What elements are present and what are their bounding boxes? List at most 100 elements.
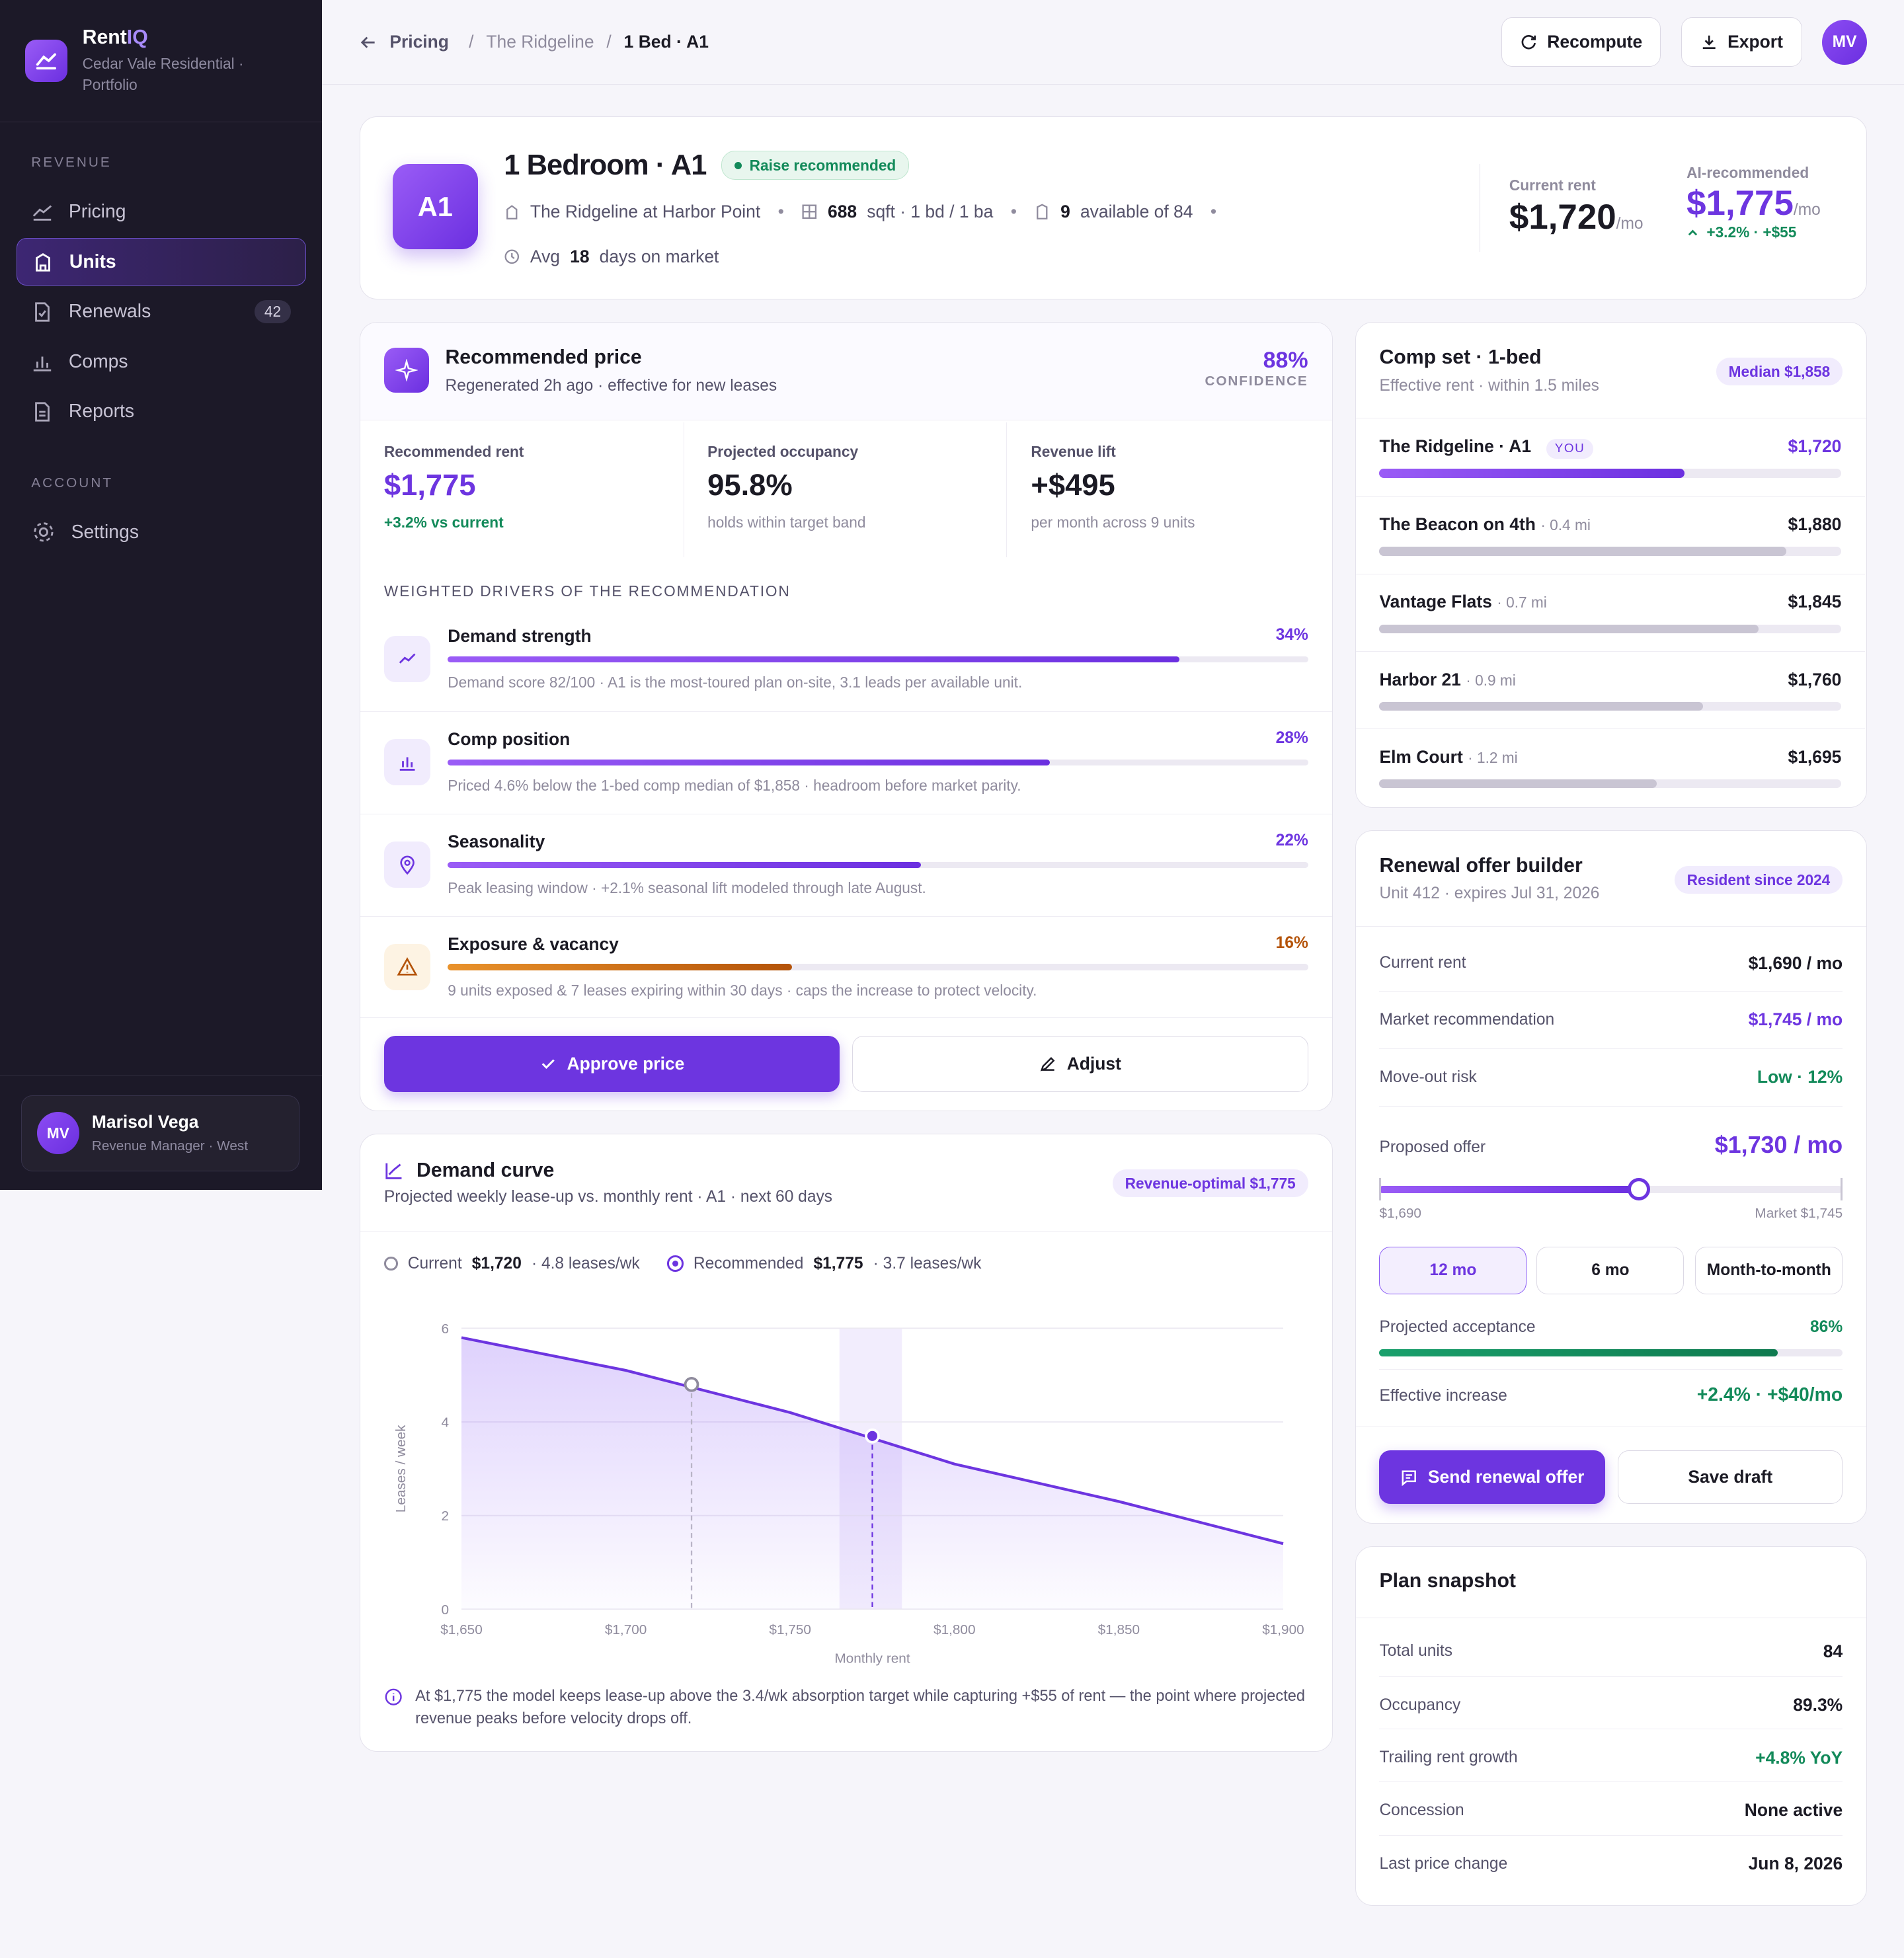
legend-recommended-rate: · 3.7 leases/wk [873,1254,982,1273]
metric-note: per month across 9 units [1031,514,1195,531]
plan-snapshot-card: Plan snapshot Total units 84 Occupancy 89.… [1355,1546,1868,1906]
term-6-mo-button[interactable]: 6 mo [1536,1247,1685,1294]
sidebar: RentIQ Cedar Vale Residential · Portfoli… [0,0,323,1191]
y-tick-label: 2 [442,1508,450,1524]
breadcrumb-property[interactable]: The Ridgeline [486,32,594,52]
sidebar-item-label: Renewals [68,301,151,323]
metric-note: holds within target band [707,514,866,531]
revenue-optimal-badge: Revenue-optimal $1,775 [1112,1169,1308,1198]
dom-prefix: Avg [530,247,560,267]
clock-icon [504,249,520,264]
approve-label: Approve price [567,1053,685,1074]
refresh-icon [1521,35,1536,50]
chart-icon [385,1163,402,1179]
sidebar-item-label: Settings [71,521,139,543]
legend-current-rate: · 4.8 leases/wk [531,1254,640,1273]
user-card[interactable]: MV Marisol Vega Revenue Manager · West [21,1095,300,1171]
nav-section-account: ACCOUNT [31,475,114,491]
warning-icon [383,944,430,991]
current-rent-row: Current rent $1,690 / mo [1379,935,1843,992]
save-draft-button[interactable]: Save draft [1618,1450,1843,1505]
unit-tile: A1 [393,164,478,249]
breadcrumb-separator: / [606,32,612,52]
floorplan-icon [802,204,817,219]
comp-bar-fill [1379,624,1759,633]
y-tick-label: 6 [442,1321,450,1337]
comp-bar [1379,624,1842,633]
bar-chart-icon [33,356,52,372]
send-offer-label: Send renewal offer [1427,1467,1585,1487]
sidebar-item-settings[interactable]: Settings [17,508,306,556]
back-button[interactable]: Pricing [360,32,449,52]
dom-label: days on market [599,247,719,267]
term-month-to-month-button[interactable]: Month-to-month [1695,1247,1843,1294]
sidebar-item-renewals[interactable]: Renewals 42 [17,288,306,336]
resident-since-badge: Resident since 2024 [1674,866,1843,894]
legend-current-label: Current [407,1254,462,1273]
legend-current-value: $1,720 [471,1254,522,1273]
status-label: Raise recommended [749,156,896,174]
metric-projected-occupancy: Projected occupancy 95.8% holds within t… [707,443,1007,531]
avatar[interactable]: MV [1822,19,1868,65]
driver-bar [448,656,1308,663]
sidebar-item-reports[interactable]: Reports [17,388,306,436]
term-12-mo-button[interactable]: 12 mo [1379,1247,1527,1294]
snapshot-row-total-units: Total units 84 [1379,1623,1843,1680]
slider-thumb[interactable] [1627,1178,1650,1201]
snapshot-row-concession: Concession None active [1379,1781,1843,1839]
pencil-icon [1040,1057,1055,1072]
comp-distance: · 0.7 mi [1497,594,1547,611]
building-icon [36,253,51,272]
comp-rent: $1,845 [1788,592,1842,612]
metric-value: +$495 [1031,468,1115,502]
x-axis-label: Monthly rent [834,1651,910,1666]
comp-rent: $1,760 [1788,669,1842,689]
sidebar-item-units[interactable]: Units [16,238,306,286]
adjust-label: Adjust [1066,1053,1121,1074]
offer-slider[interactable] [1379,1178,1843,1201]
slider-max-label: Market $1,745 [1755,1205,1843,1221]
drivers-heading: WEIGHTED DRIVERS OF THE RECOMMENDATION [383,582,791,600]
check-icon [541,1059,555,1070]
driver-bar [448,759,1308,766]
comp-row-elm-court[interactable]: Elm Court · 1.2 mi $1,695 [1355,728,1866,806]
comp-name: The Beacon on 4th [1379,514,1536,535]
sidebar-item-comps[interactable]: Comps [17,338,306,385]
adjust-button[interactable]: Adjust [852,1035,1308,1092]
card-title: Renewal offer builder [1379,855,1583,877]
door-icon [1037,204,1048,220]
comp-name: The Ridgeline · A1 [1379,436,1532,457]
demand-curve-card: Demand curve Projected weekly lease-up v… [360,1134,1333,1752]
metric-label: Recommended rent [383,442,524,460]
card-title: Recommended price [445,346,642,369]
comp-row-ridgeline[interactable]: The Ridgeline · A1 YOU $1,720 [1356,419,1866,496]
export-button[interactable]: Export [1681,17,1802,67]
breadcrumb-pricing: Pricing [389,32,449,52]
x-tick-label: $1,850 [1098,1622,1140,1637]
separator: • [1210,202,1217,222]
card-subtitle: Effective rent · within 1.5 miles [1379,376,1599,395]
logo-icon [24,39,67,83]
comp-row-beacon[interactable]: The Beacon on 4th · 0.4 mi $1,880 [1355,496,1866,574]
acceptance-bar-fill [1379,1349,1778,1357]
unit-header-card: A1 1 Bedroom · A1 Raise recommended The … [360,116,1868,300]
report-icon [35,402,50,422]
sidebar-item-pricing[interactable]: Pricing [17,188,306,236]
info-icon [385,1688,402,1705]
send-renewal-offer-button[interactable]: Send renewal offer [1379,1450,1606,1505]
driver-weight: 34% [1275,626,1308,645]
row-value: Jun 8, 2026 [1748,1854,1843,1874]
recommended-price-card: Recommended price Regenerated 2h ago · e… [360,322,1333,1112]
comp-distance: · 0.4 mi [1540,516,1591,534]
ai-rent-label: AI-recommended [1686,164,1809,182]
comp-row-harbor[interactable]: Harbor 21 · 0.9 mi $1,760 [1355,651,1866,728]
avatar: MV [36,1112,79,1155]
approve-price-button[interactable]: Approve price [383,1035,840,1092]
recompute-button[interactable]: Recompute [1501,17,1661,67]
proposed-offer-value: $1,730 / mo [1714,1132,1843,1159]
row-value: $1,690 / mo [1748,953,1843,973]
driver-title: Seasonality [448,832,545,852]
comp-row-vantage[interactable]: Vantage Flats · 0.7 mi $1,845 [1355,574,1866,651]
separator: • [777,202,784,222]
market-recommendation-row: Market recommendation $1,745 / mo [1379,990,1843,1048]
